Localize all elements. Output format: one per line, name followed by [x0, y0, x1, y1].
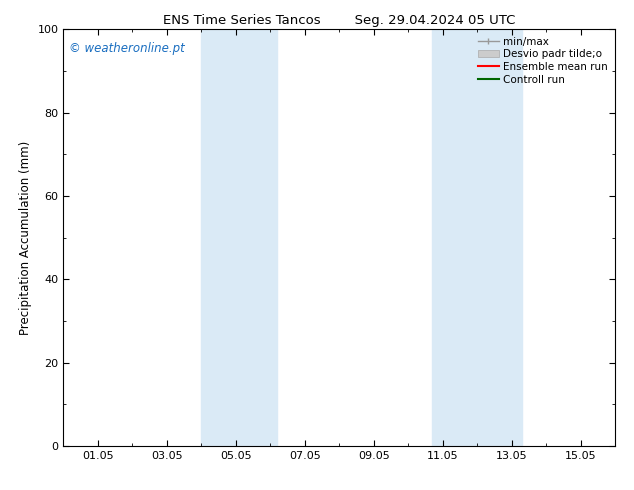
Legend: min/max, Desvio padr tilde;o, Ensemble mean run, Controll run: min/max, Desvio padr tilde;o, Ensemble m… [476, 35, 610, 87]
Title: ENS Time Series Tancos        Seg. 29.04.2024 05 UTC: ENS Time Series Tancos Seg. 29.04.2024 0… [163, 14, 515, 27]
Text: © weatheronline.pt: © weatheronline.pt [69, 42, 184, 55]
Y-axis label: Precipitation Accumulation (mm): Precipitation Accumulation (mm) [19, 141, 32, 335]
Bar [202, 29, 277, 446]
Bar [432, 29, 522, 446]
